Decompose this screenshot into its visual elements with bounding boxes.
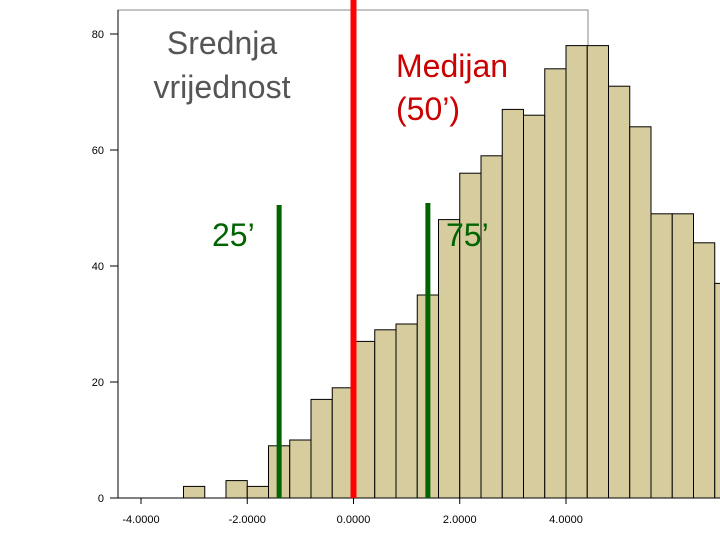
histogram-bar [693,242,716,499]
histogram-bar [225,480,248,499]
median-annotation-line1: Medijan [396,48,508,84]
x-tick-label: 2.0000 [443,514,477,526]
histogram-bar [714,282,720,499]
histogram-bar [501,108,524,499]
x-tick-label: 4.0000 [549,514,583,526]
histogram-bar [565,45,588,499]
mean-annotation-line1: Srednja [167,25,278,61]
histogram-bar [671,213,694,499]
histogram-bar [395,323,418,499]
q3-annotation: 75’ [446,217,489,253]
histogram-bar [586,45,609,499]
median-annotation-line2: (50’) [396,91,460,127]
histogram-bar [650,213,673,499]
bars-layer [183,45,720,499]
histogram-bar [523,114,546,499]
x-tick-label: -4.0000 [122,514,159,526]
x-tick-label: -2.0000 [229,514,266,526]
y-tick-label: 80 [92,29,104,41]
histogram-bar [246,485,269,499]
y-tick-label: 0 [98,493,104,505]
histogram-bar [353,340,376,499]
histogram-bar [183,485,206,499]
histogram-bar [608,85,631,499]
histogram-bar [629,126,652,499]
histogram-bar [438,219,461,499]
histogram-bar [544,68,567,499]
histogram-bar [331,387,354,499]
histogram-bar [480,155,503,499]
mean-annotation-line2: vrijednost [154,69,291,105]
histogram-bar [310,398,333,499]
y-tick-label: 40 [92,261,104,273]
y-tick-label: 20 [92,377,104,389]
reference-lines-layer [276,0,431,498]
x-tick-label: 0.0000 [337,514,371,526]
ticks-layer: -4.0000 -2.0000 0.0000 2.0000 4.0000 0 20 40 60 8… [92,29,583,526]
histogram-bar [374,329,397,499]
y-tick-label: 60 [92,145,104,157]
q1-annotation: 25’ [212,217,255,253]
histogram-bar [289,439,312,499]
